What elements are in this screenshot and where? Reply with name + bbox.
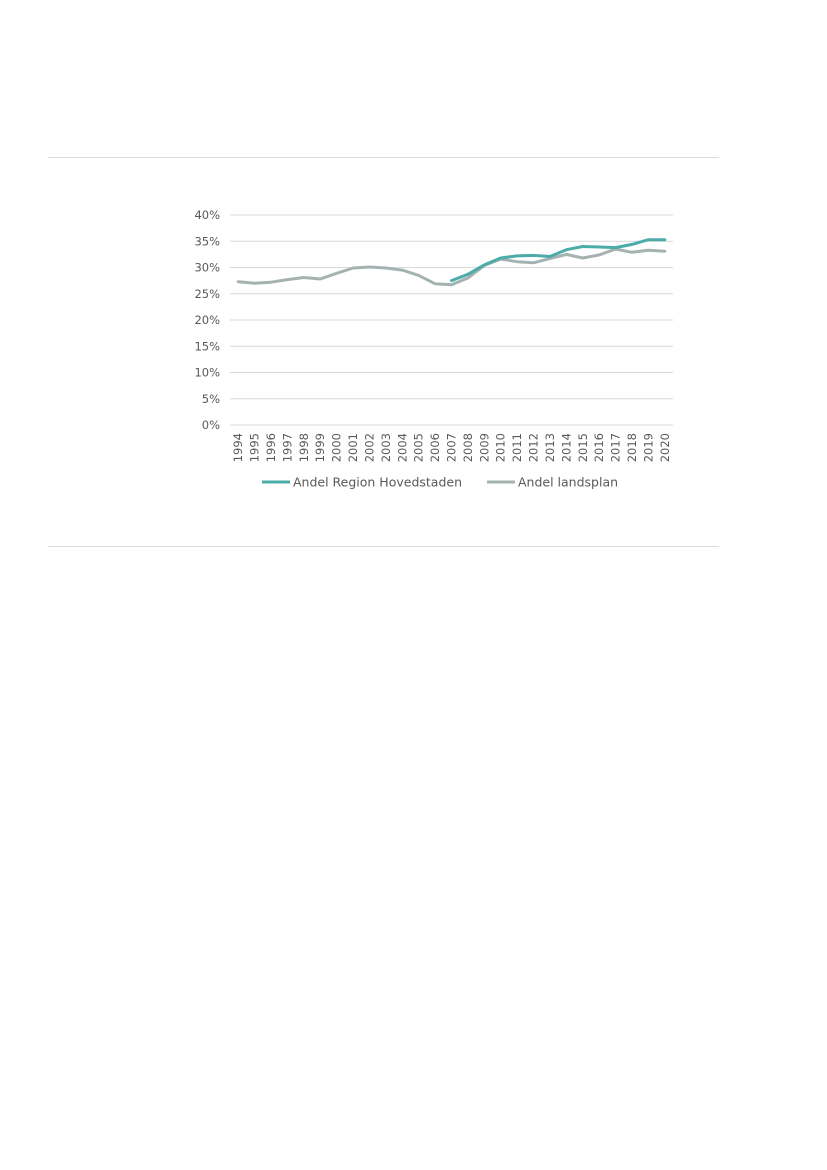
series-lines <box>236 238 667 287</box>
x-tick-label: 2013 <box>543 433 557 462</box>
x-tick-label: 2010 <box>494 433 508 462</box>
x-tick-label: 1999 <box>313 433 327 462</box>
x-tick-label: 2002 <box>362 433 376 462</box>
y-tick-label: 5% <box>202 392 220 406</box>
series-line-andel-region-hovedstaden <box>450 238 667 283</box>
x-tick-label: 2019 <box>641 433 655 462</box>
x-tick-label: 2012 <box>527 433 541 462</box>
x-tick-label: 2009 <box>477 433 491 462</box>
y-tick-label: 40% <box>194 208 220 222</box>
x-tick-label: 2016 <box>592 433 606 462</box>
x-tick-label: 1995 <box>248 433 262 462</box>
y-tick-label: 10% <box>194 366 220 380</box>
x-tick-label: 2004 <box>395 433 409 462</box>
series-line-andel-landsplan <box>236 247 667 287</box>
y-tick-label: 35% <box>194 234 220 248</box>
top-divider <box>48 157 719 158</box>
legend-label: Andel Region Hovedstaden <box>293 475 462 490</box>
y-tick-label: 15% <box>194 339 220 353</box>
x-tick-label: 2006 <box>428 433 442 462</box>
x-tick-label: 2017 <box>609 433 623 462</box>
x-tick-label: 1996 <box>264 433 278 462</box>
x-tick-label: 2020 <box>658 433 672 462</box>
x-tick-label: 2014 <box>559 433 573 462</box>
x-tick-label: 1994 <box>231 433 245 462</box>
x-tick-label: 2003 <box>379 433 393 462</box>
gridlines <box>230 214 673 426</box>
x-axis-tick-labels: 1994 1995 1996 1997 1998 1999 2000 2001 2002 2003… <box>231 433 672 462</box>
x-tick-label: 2008 <box>461 433 475 462</box>
x-tick-label: 2015 <box>576 433 590 462</box>
y-tick-label: 25% <box>194 287 220 301</box>
x-tick-label: 1997 <box>280 433 294 462</box>
x-tick-label: 2007 <box>445 433 459 462</box>
x-tick-label: 2000 <box>330 433 344 462</box>
x-tick-label: 2001 <box>346 433 360 462</box>
y-axis-tick-labels: 0% 5% 10% 15% 20% 25% 30% 35% 40% <box>194 208 220 432</box>
y-tick-label: 30% <box>194 261 220 275</box>
x-tick-label: 2011 <box>510 433 524 462</box>
y-tick-label: 20% <box>194 313 220 327</box>
bottom-divider <box>48 546 719 547</box>
legend-label: Andel landsplan <box>518 475 618 490</box>
x-tick-label: 1998 <box>297 433 311 462</box>
x-tick-label: 2018 <box>625 433 639 462</box>
x-tick-label: 2005 <box>412 433 426 462</box>
y-tick-label: 0% <box>202 418 220 432</box>
legend: Andel Region Hovedstaden Andel landsplan <box>262 475 618 490</box>
